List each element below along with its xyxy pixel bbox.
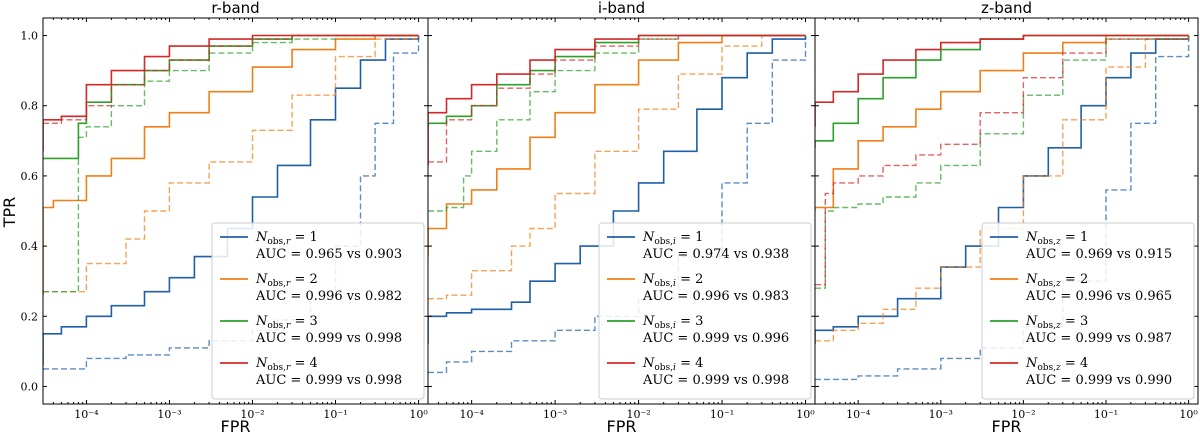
roc-curve-z-nobs1-solid [815,35,1190,345]
legend-auc-label: AUC = 0.996 vs 0.965 [1025,289,1172,304]
legend-nobs-label: Nobs,z = 4 [1025,356,1088,373]
legend-auc-label: AUC = 0.996 vs 0.983 [642,289,789,304]
axes-frame-z [814,17,1199,405]
curves-z [815,34,1190,381]
legend-nobs-label: Nobs,r = 1 [255,230,318,247]
roc-curve-r-nobs3-dashed [43,34,419,293]
legend-auc-label: AUC = 0.996 vs 0.982 [255,289,402,304]
roc-curve-r-nobs2-dashed [43,35,420,293]
roc-curve-i-nobs3-solid [428,34,806,127]
panel-title-r: r-band [211,0,259,17]
roc-curve-z-nobs2-solid [815,34,1189,211]
x-axis-label-i: FPR [607,417,637,436]
panel-title-z: z-band [981,0,1032,17]
roc-curve-i-nobs2-dashed [428,34,806,300]
roc-curve-r-nobs3-solid [43,34,419,160]
legend-auc-label: AUC = 0.999 vs 0.998 [642,373,789,388]
y-tick-label: 0.6 [21,170,39,183]
x-axis-label-r: FPR [221,417,251,436]
legend-nobs-label: Nobs,z = 1 [1025,230,1088,247]
x-tick-label-i: 10⁰ [796,408,815,421]
legend-nobs-label: Nobs,r = 3 [255,314,318,331]
panel-r-band: r-band 0.0 0.2 0.4 0.6 0.8 1.0 10⁻⁴ 10⁻³ 10⁻² 10⁻¹… [21,0,429,436]
legend-auc-label: AUC = 0.974 vs 0.938 [642,247,789,262]
legend-nobs-label: Nobs,i = 3 [642,314,703,331]
x-tick-label-r: 10⁰ [409,408,428,421]
legend-auc-label: AUC = 0.969 vs 0.915 [1025,247,1172,262]
x-tick-label-r: 10⁻¹ [323,408,347,421]
y-tick-label: 0.8 [21,100,39,113]
legend-nobs-label: Nobs,z = 2 [1025,272,1088,289]
x-axis-label-z: FPR [992,417,1022,436]
roc-curve-r-nobs4-solid [43,34,419,152]
y-tick-label: 1.0 [21,30,39,43]
roc-curve-i-nobs4-solid [428,34,806,166]
legend-nobs-label: Nobs,r = 4 [255,356,318,373]
roc-curve-z-nobs4-dashed [815,35,1190,286]
legend-auc-label: AUC = 0.999 vs 0.996 [642,331,789,346]
y-axis-label: TPR [0,197,19,229]
y-tick-label: 0.4 [21,240,39,253]
x-tick-label-i: 10⁻² [626,408,650,421]
roc-curve-r-nobs4-dashed [43,34,419,124]
roc-curve-i-nobs4-dashed [428,34,806,163]
panel-title-i: i-band [598,0,645,17]
x-tick-label-r: 10⁻³ [157,408,181,421]
roc-curve-z-nobs3-dashed [815,35,1190,289]
legend-auc-label: AUC = 0.999 vs 0.998 [255,331,402,346]
legend-auc-label: AUC = 0.999 vs 0.990 [1025,373,1172,388]
roc-curve-i-nobs2-solid [428,34,806,257]
x-tick-label-i: 10⁻¹ [710,408,734,421]
roc-curve-z-nobs2-dashed [815,35,1190,342]
roc-curve-r-nobs2-solid [43,34,419,296]
y-tick-label: 0.2 [21,310,39,323]
x-tick-label-z: 10⁻¹ [1094,408,1118,421]
legend-nobs-label: Nobs,z = 3 [1025,314,1088,331]
x-tick-label-z: 10⁻³ [929,408,953,421]
roc-curve-z-nobs4-solid [815,34,1189,127]
x-tick-label-z: 10⁻² [1011,408,1035,421]
legend-auc-label: AUC = 0.999 vs 0.998 [255,373,402,388]
x-tick-label-r: 10⁻² [240,408,264,421]
legend-nobs-label: Nobs,r = 2 [255,272,318,289]
legend-nobs-label: Nobs,i = 2 [642,272,703,289]
legend-box [211,222,425,400]
legend-auc-label: AUC = 0.965 vs 0.903 [255,247,402,262]
x-tick-label-z: 10⁻⁴ [846,408,871,421]
legend-box [981,222,1195,400]
x-tick-label-z: 10⁰ [1179,408,1198,421]
x-tick-label-i: 10⁻³ [543,408,567,421]
legend-box [598,222,812,400]
legend-nobs-label: Nobs,i = 4 [642,356,703,373]
x-tick-label-r: 10⁻⁴ [74,408,99,421]
legend-auc-label: AUC = 0.999 vs 0.987 [1025,331,1172,346]
legend-nobs-label: Nobs,i = 1 [642,230,703,247]
y-tick-label: 0.0 [21,380,39,393]
x-tick-label-i: 10⁻⁴ [460,408,485,421]
